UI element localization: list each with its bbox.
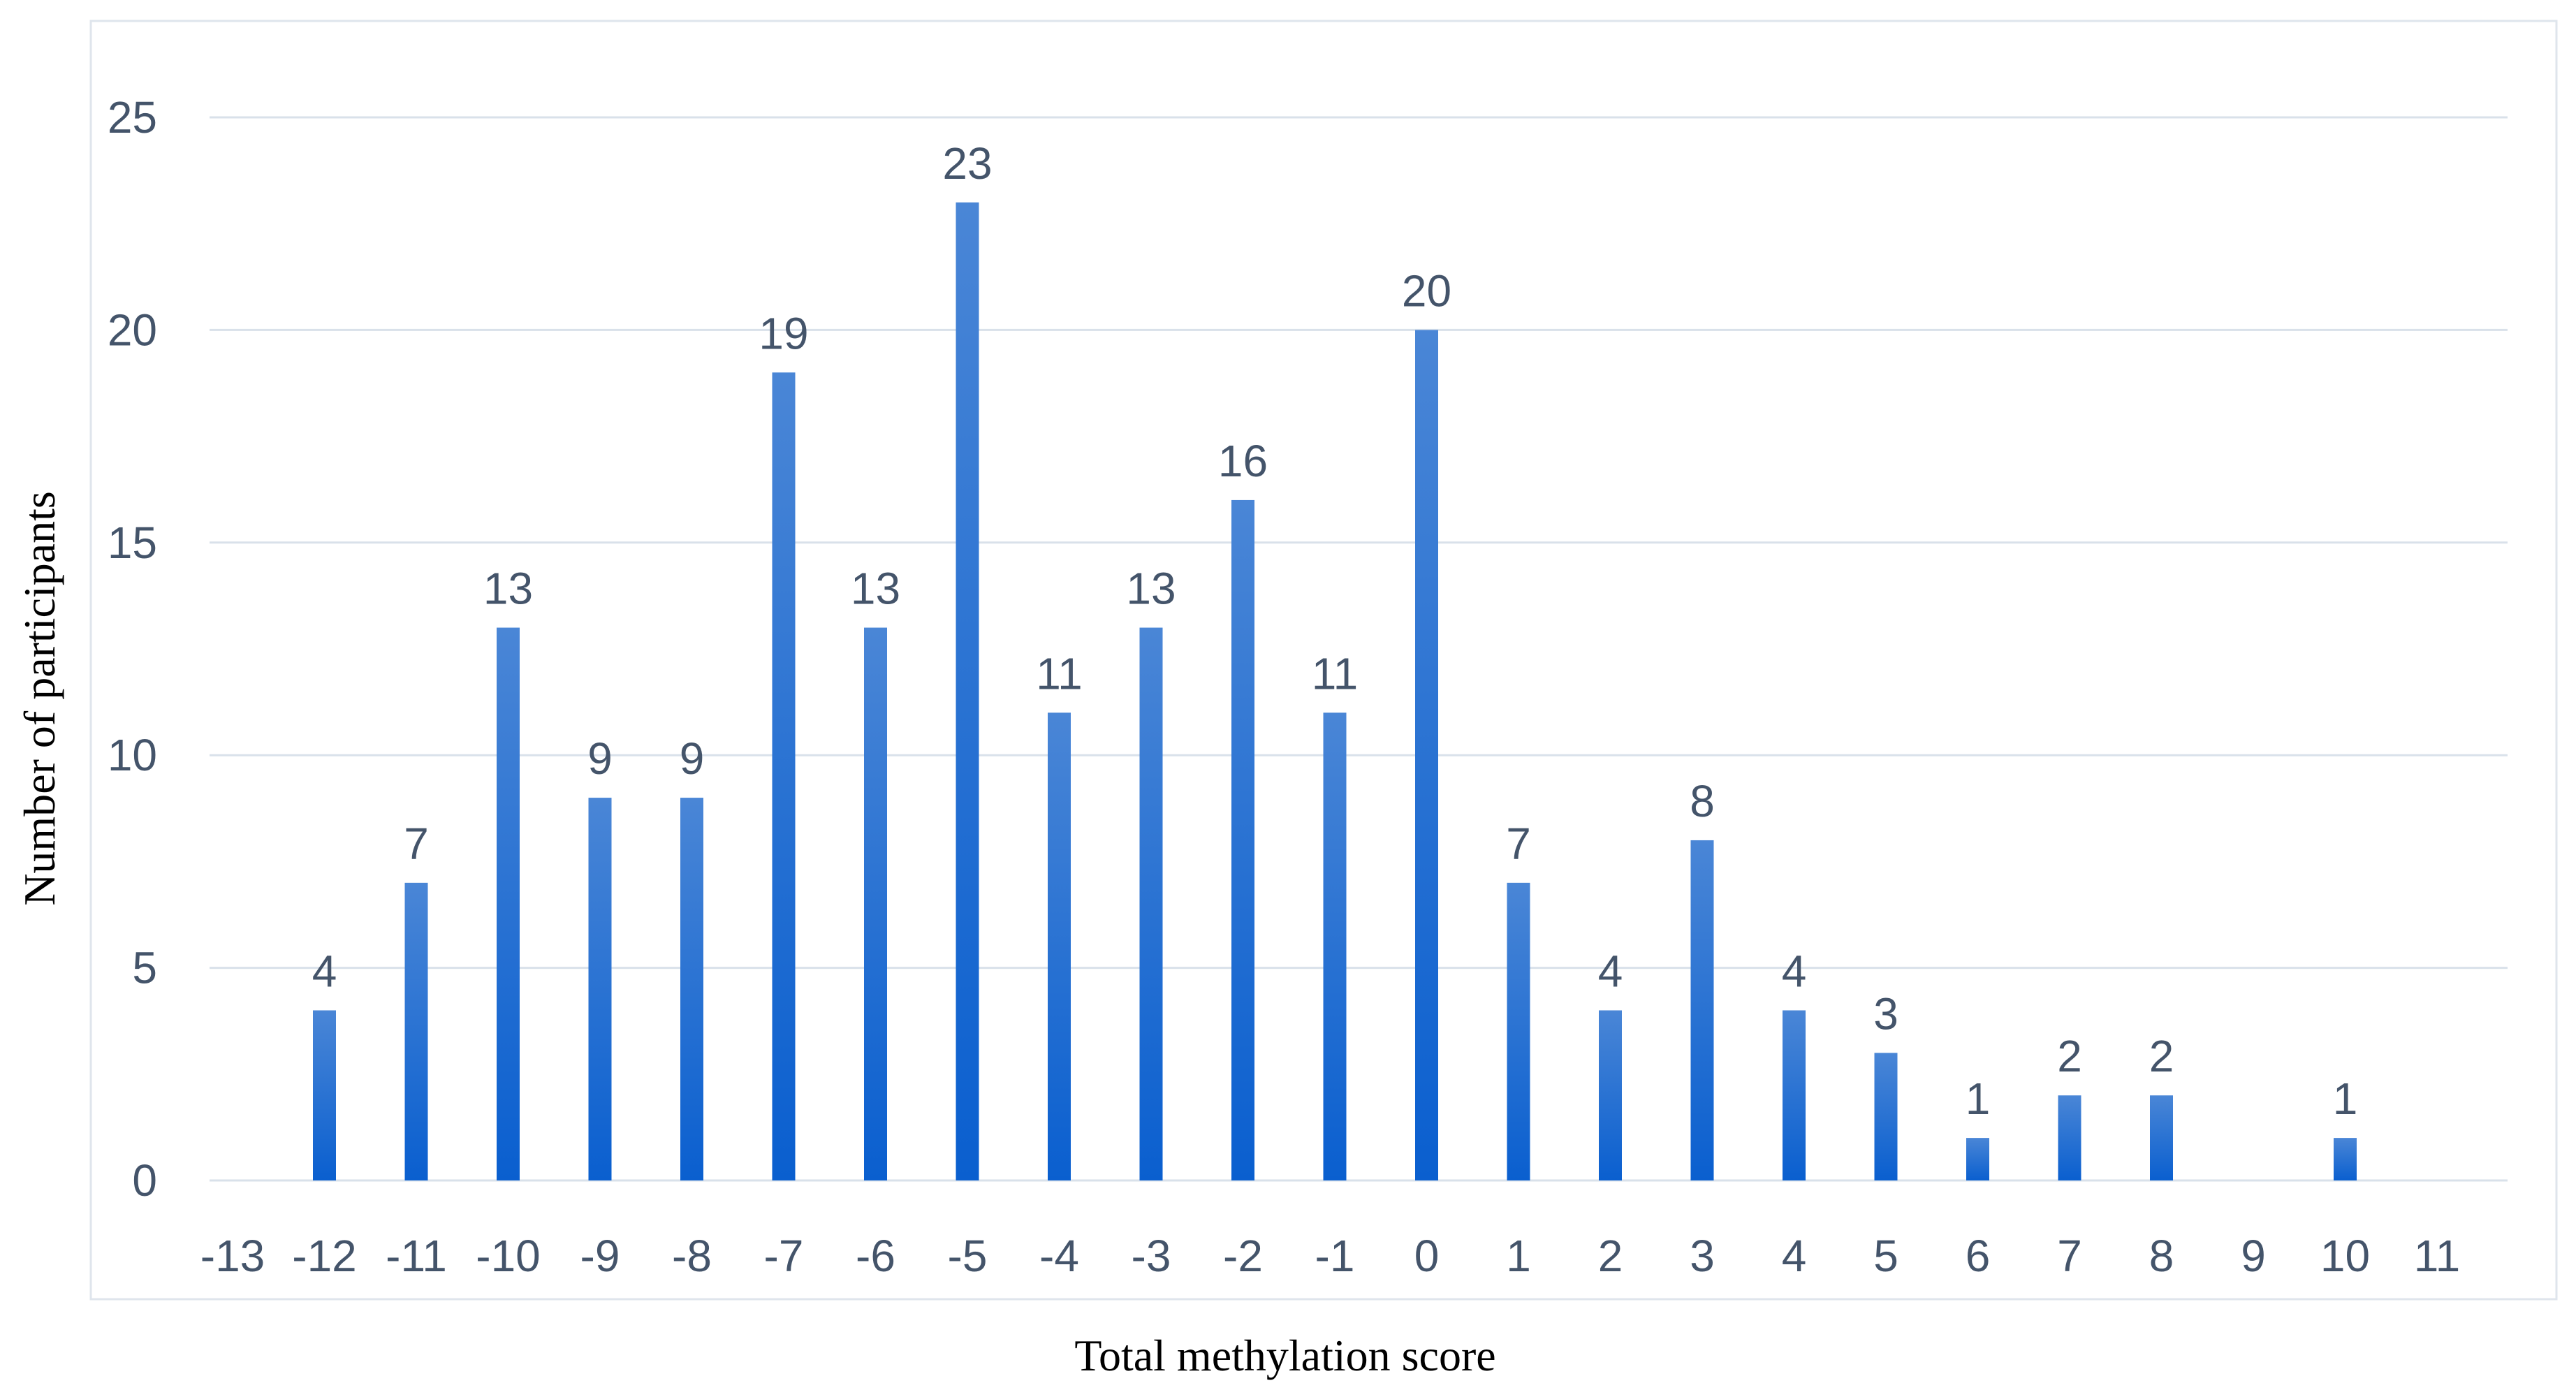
bar-value-label: 20 [1402,265,1451,316]
x-axis-ticks: -13 -12 -11 -10 -9 -8 -7 -6 -5 -4 -3 -2 -1 0 1 2 3 4 5 6 7 8 9… [200,1231,2460,1281]
bar-value-label: 4 [312,946,337,996]
y-tick-label: 10 [108,730,157,780]
bar-value-label: 2 [2057,1031,2082,1081]
bar-value-label: 4 [1598,946,1623,996]
x-tick-label: 11 [2414,1231,2460,1281]
bar [1507,882,1530,1180]
x-tick-label: -1 [1315,1231,1355,1281]
x-tick-label: 9 [2241,1231,2266,1281]
x-tick-label: -13 [200,1231,265,1281]
bar [2058,1095,2081,1180]
bar [1139,627,1163,1180]
x-tick-label: 1 [1506,1231,1531,1281]
bar-value-label: 13 [1126,564,1176,614]
x-tick-label: 4 [1782,1231,1807,1281]
y-tick-label: 5 [132,943,157,993]
bar-value-label: 13 [851,564,900,614]
bar [588,798,612,1180]
bar-value-label: 11 [1036,648,1082,698]
bar-value-label: 3 [1873,988,1898,1039]
x-tick-label: -9 [580,1231,620,1281]
bar-value-label: 8 [1690,776,1715,826]
bar [1690,840,1714,1180]
x-tick-label: 7 [2057,1231,2082,1281]
x-tick-label: 2 [1598,1231,1623,1281]
bar [1323,712,1347,1180]
bar [1599,1010,1622,1180]
bar [497,627,520,1180]
bar [956,202,979,1180]
bar-value-label: 9 [587,733,613,784]
x-tick-label: 0 [1414,1231,1440,1281]
y-axis-ticks: 0 5 10 15 20 25 [108,92,157,1206]
bar-value-label: 7 [1506,819,1531,869]
x-tick-label: -3 [1132,1231,1171,1281]
x-tick-label: -8 [672,1231,712,1281]
bar-value-label: 9 [680,733,705,784]
bar [680,798,703,1180]
bar [404,882,428,1180]
x-tick-label: 6 [1966,1231,1991,1281]
bar [864,627,887,1180]
bar-value-label: 2 [2149,1031,2174,1081]
gridlines [210,116,2508,1182]
bar [772,372,796,1180]
bar [1966,1138,1989,1180]
bar [1048,712,1071,1180]
x-tick-label: -4 [1039,1231,1079,1281]
bar [1874,1053,1898,1180]
bar-value-label: 7 [404,819,429,869]
x-tick-label: -5 [948,1231,988,1281]
bar [2334,1138,2357,1180]
bar-value-label: 13 [483,564,533,614]
y-tick-label: 25 [108,92,157,142]
x-tick-label: 5 [1873,1231,1898,1281]
bar-value-label: 16 [1218,436,1268,486]
bar [313,1010,336,1180]
x-tick-label: -10 [476,1231,541,1281]
data-labels: 4 7 13 9 9 19 13 23 11 13 16 11 20 7 4 8 4 3 1 2 2 1 [312,138,2358,1124]
x-axis-title: Total methylation score [1074,1331,1495,1380]
bar-value-label: 19 [759,308,808,358]
y-tick-label: 0 [132,1155,157,1206]
bar-value-label: 23 [942,138,992,189]
x-tick-label: -2 [1223,1231,1263,1281]
bars [313,202,2357,1180]
bar-value-label: 1 [2333,1074,2358,1124]
bar [1783,1010,1806,1180]
y-tick-label: 20 [108,305,157,355]
x-tick-label: -7 [764,1231,804,1281]
y-axis-title: Number of participants [15,491,64,906]
x-tick-label: 10 [2320,1231,2370,1281]
x-tick-label: -11 [386,1231,447,1281]
y-tick-label: 15 [108,518,157,568]
bar [1415,330,1438,1180]
x-tick-label: 3 [1690,1231,1715,1281]
x-tick-label: -12 [292,1231,357,1281]
x-tick-label: -6 [856,1231,895,1281]
bar-value-label: 1 [1966,1074,1991,1124]
bar-value-label: 11 [1312,648,1358,698]
bar-value-label: 4 [1782,946,1807,996]
plot-area-border [89,20,2558,1301]
bar [1231,499,1254,1180]
bar [2150,1095,2173,1180]
x-tick-label: 8 [2149,1231,2174,1281]
